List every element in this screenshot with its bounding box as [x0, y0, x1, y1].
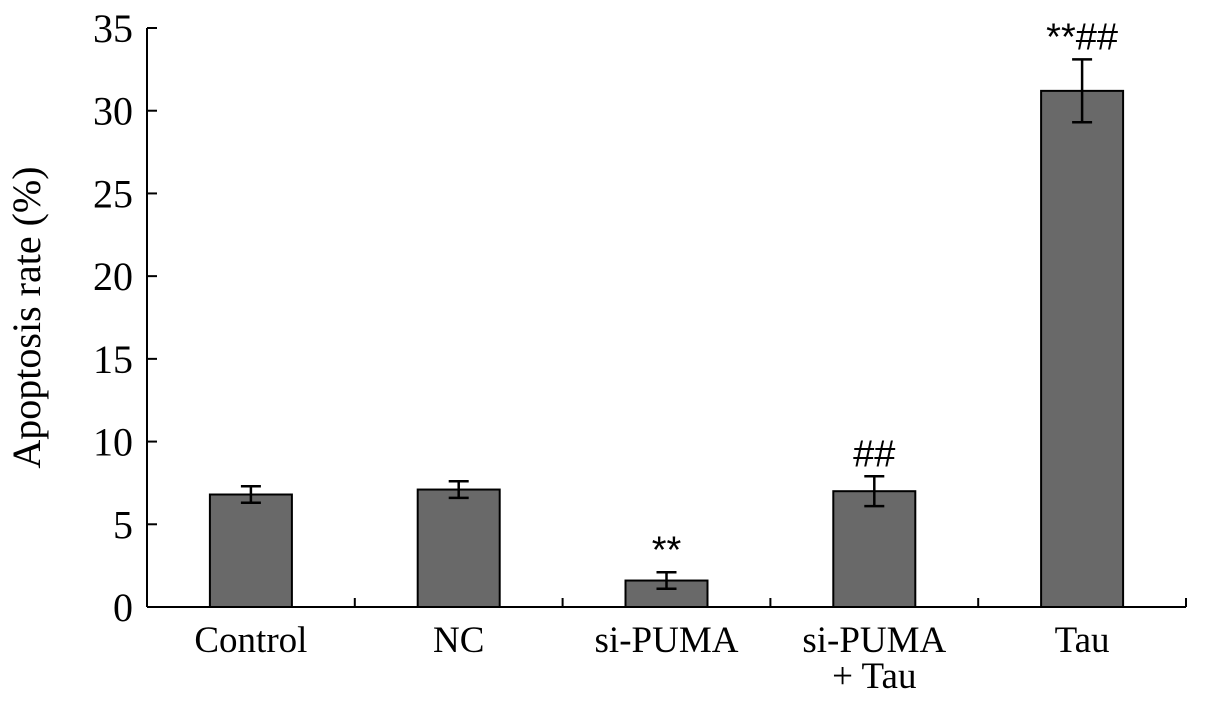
y-tick-label: 20 — [93, 254, 133, 299]
bars: **##**## — [208, 16, 1125, 609]
y-tick-label: 30 — [93, 89, 133, 134]
bar — [416, 488, 501, 608]
x-category-label: si-PUMA — [595, 620, 739, 661]
bar — [832, 490, 917, 609]
significance-annotation: ** — [652, 529, 682, 571]
y-axis: 0 5 10 15 20 25 30 35 — [93, 6, 157, 630]
x-category-label: Tau — [1055, 620, 1110, 661]
bar — [208, 493, 293, 609]
significance-annotation: ## — [853, 433, 895, 475]
y-tick-label: 25 — [93, 171, 133, 216]
y-axis-title: Apoptosis rate (%) — [4, 166, 49, 468]
y-tick-label: 35 — [93, 6, 133, 51]
significance-annotation: **## — [1046, 16, 1118, 58]
y-tick-label: 5 — [113, 502, 133, 547]
x-category-label: si-PUMA — [802, 620, 946, 661]
x-category-label: + Tau — [832, 656, 916, 697]
y-tick-label: 10 — [93, 420, 133, 465]
x-category-label: NC — [433, 620, 484, 661]
x-category-label: Control — [194, 620, 307, 661]
y-tick-label: 15 — [93, 337, 133, 382]
y-tick-label: 0 — [113, 585, 133, 630]
bar — [1040, 89, 1125, 608]
